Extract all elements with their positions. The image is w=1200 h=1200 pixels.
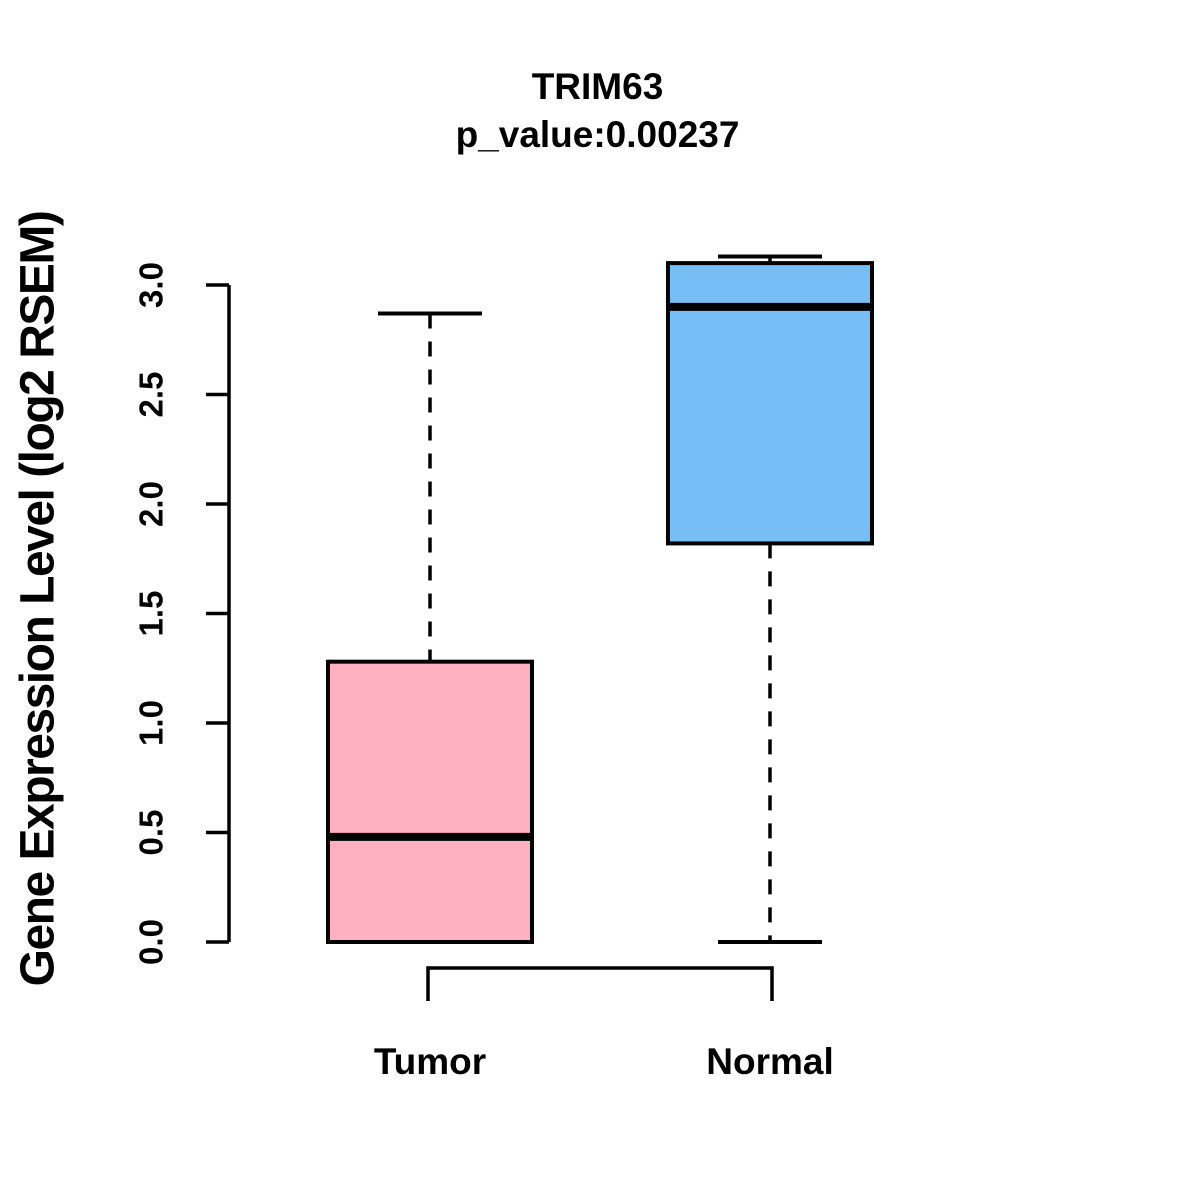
chart-subtitle: p_value:0.00237	[455, 114, 740, 155]
comparison-bracket	[426, 966, 774, 1001]
y-tick-label: 3.0	[133, 262, 170, 308]
y-tick-label: 0.5	[133, 810, 170, 856]
group-label-normal: Normal	[706, 1041, 833, 1082]
y-tick-label: 1.5	[133, 591, 170, 637]
chart-title: TRIM63	[531, 66, 664, 107]
y-tick-label: 0.0	[133, 919, 170, 965]
y-tick-label: 2.5	[133, 372, 170, 418]
group-label-tumor: Tumor	[374, 1041, 486, 1082]
y-tick-label: 2.0	[133, 481, 170, 527]
tumor-box	[326, 659, 534, 944]
y-tick-label: 1.0	[133, 700, 170, 746]
